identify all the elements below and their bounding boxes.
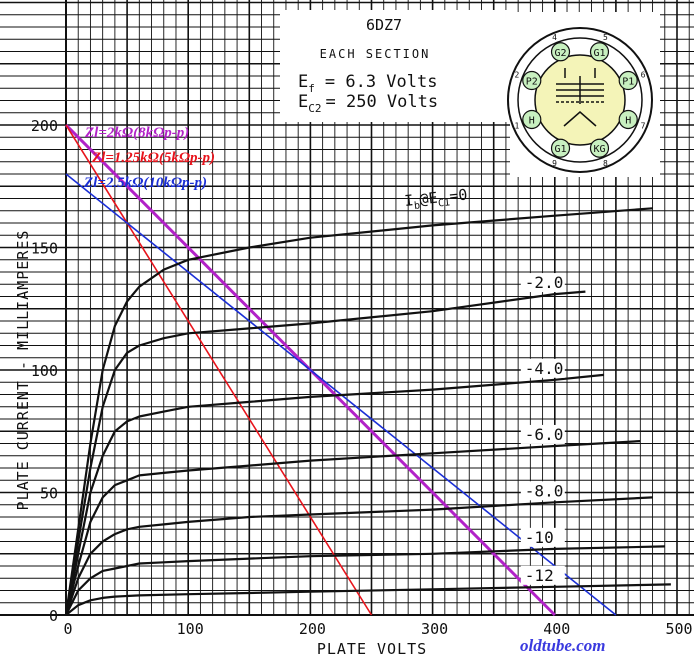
tube-pin-number: 7 [641,121,646,130]
y-tick-label: 0 [49,607,58,625]
load-line-label: Zl=1.25kΩ(5kΩp-p) [91,150,215,166]
watermark: oldtube.com [520,636,605,655]
curve-label-bg [520,424,565,444]
y-tick-label: 100 [31,362,58,380]
curve-series [65,545,665,616]
chart-subtitle: EACH SECTION [320,47,431,61]
spec-box: 6DZ7 EACH SECTION Ef = 6.3 Volts EC2 = 250… [280,10,510,122]
curve-series [64,207,653,616]
tube-pin [589,138,610,158]
load-line-label: Zl=2kΩ(8kΩp-p) [84,125,189,141]
curve-label: -12 [525,566,554,585]
curve-label-bg [520,527,565,547]
x-tick-label: 200 [299,620,326,638]
curve-label-eq: =0 [448,185,468,205]
spec-ec2: EC2 = 250 Volts [298,92,438,115]
tube-pin-number: 6 [641,71,646,80]
x-tick-label: 100 [177,620,204,638]
tube-pin-label: H [625,115,631,126]
curve-series [64,290,586,616]
curve-label: -10 [525,528,554,547]
x-axis-label: PLATE VOLTS [317,640,427,658]
curve-label: -2.0 [525,273,564,292]
curve-label-ib-sub: b [414,200,421,212]
spec-ec2-sub: C2 [308,102,321,115]
tube-pin-label: G1 [593,48,605,59]
curve-series [64,440,641,616]
curve-label-ib: I [404,191,415,210]
tube-pin [618,70,638,91]
curve-series [64,373,604,616]
curve-label-bg [520,565,565,585]
tube-pin-label: G2 [554,48,566,59]
load-line-label: Zl=2.5kΩ(10kΩp-p) [83,175,207,191]
x-tick-label: 300 [421,620,448,638]
spec-ef: Ef = 6.3 Volts [298,72,437,95]
tube-pin-number: 9 [552,159,557,168]
y-tick-label: 200 [31,117,58,135]
load-line [65,124,373,616]
spec-ef-sub: f [308,82,315,95]
curve-label: -4.0 [525,359,564,378]
tube-pin-number: 5 [603,33,608,42]
y-tick-label: 50 [40,485,58,503]
tube-pin-number: 1 [515,121,520,130]
x-tick-label: 400 [543,620,570,638]
spec-ec2-symbol: E [298,92,308,112]
y-axis-label: PLATE CURRENT - MILLIAMPERES [14,230,32,511]
tube-inner-ring [517,37,643,163]
spec-ec2-value: = 250 Volts [326,92,439,112]
curve-series [64,496,653,616]
curve-label-zero: Ib@EC1=0 [404,185,469,212]
axis-ticks: 0 100 200 300 400 500 0 50 100 150 200 [31,117,693,638]
tube-pin-number: 2 [515,71,520,80]
tube-pin-number: 8 [603,159,608,168]
curve-label-bg [520,358,565,378]
tube-pin-label: KG [593,144,605,155]
tube-pin-number: 4 [552,33,557,42]
tube-pin-label: H [529,115,535,126]
curve-label-at: @E [419,189,439,209]
grid [0,0,694,616]
tube-pin [522,70,542,91]
tube-pin-label: P1 [622,77,634,88]
x-tick-label: 500 [665,620,692,638]
tube-electrodes [556,68,604,127]
tube-pin [522,109,542,130]
tube-pin-label: G1 [554,144,566,155]
curve-label: -8.0 [525,481,564,500]
tube-pin-label: P2 [526,77,538,88]
curve-series [65,583,671,616]
tube-pin [550,42,571,62]
spec-ef-symbol: E [298,72,308,92]
curves [64,207,671,616]
tube-pin [589,42,610,62]
spec-box-bg [280,10,510,122]
curve-label: -6.0 [525,425,564,444]
tube-pin [618,109,638,130]
spec-ef-value: = 6.3 Volts [325,72,438,92]
curve-label-ec-sub: C1 [438,197,451,209]
curve-labels: -2.0 -4.0 -6.0 -8.0 -10 -12 [520,273,565,585]
chart-title: 6DZ7 [366,16,402,34]
y-tick-label: 150 [31,240,58,258]
tube-outer-ring [507,27,653,173]
curve-label-bg [520,273,565,293]
x-tick-label: 0 [63,620,72,638]
curve-label-bg [520,481,565,501]
tube-pin [550,138,571,158]
